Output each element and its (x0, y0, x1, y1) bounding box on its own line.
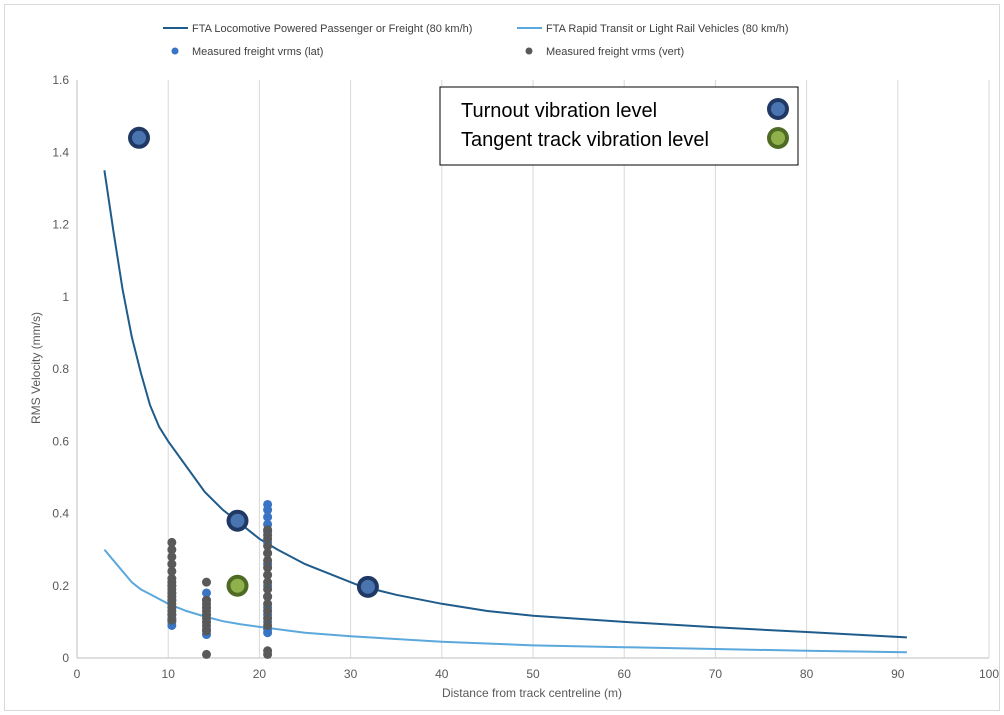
x-tick-label: 10 (162, 667, 176, 681)
y-tick-label: 1.4 (52, 145, 69, 159)
turnout-marker (230, 513, 245, 528)
legend-swatch-vert (525, 47, 533, 55)
scatter-points (167, 499, 273, 659)
data-point-series-3 (202, 649, 212, 659)
legend-label-lat: Measured freight vrms (lat) (192, 46, 323, 58)
data-point-series-3 (202, 577, 212, 587)
annotation-label-tangent: Tangent track vibration level (461, 129, 709, 151)
data-point-series-3 (167, 552, 177, 562)
legend-swatch-lat (171, 47, 179, 55)
x-tick-label: 40 (435, 667, 449, 681)
legend: FTA Locomotive Powered Passenger or Frei… (163, 23, 789, 58)
y-tick-label: 0.2 (52, 579, 69, 593)
x-tick-label: 70 (709, 667, 723, 681)
y-tick-label: 0.8 (52, 362, 69, 376)
annotation-box: Turnout vibration level Tangent track vi… (439, 86, 799, 166)
turnout-marker (360, 579, 375, 594)
data-point-series-3 (263, 584, 273, 594)
data-point-series-3 (263, 541, 273, 551)
data-point-series-3 (263, 620, 273, 630)
annotation-label-turnout: Turnout vibration level (461, 100, 657, 122)
y-tick-label: 1 (62, 290, 69, 304)
turnout-marker (132, 130, 147, 145)
y-tick-label: 0.6 (52, 434, 69, 448)
data-point-series-2 (202, 588, 212, 598)
data-point-series-3 (263, 606, 273, 616)
data-point-series-3 (263, 555, 273, 565)
x-tick-label: 90 (891, 667, 905, 681)
y-tick-label: 0 (62, 651, 69, 665)
annotation-marker-turnout (771, 102, 785, 116)
y-tick-label: 1.6 (52, 73, 69, 87)
legend-label-locomotive: FTA Locomotive Powered Passenger or Frei… (192, 23, 472, 35)
series-lines (103, 170, 907, 654)
data-point-series-3 (167, 545, 177, 555)
data-point-series-3 (263, 646, 273, 656)
data-point-series-2 (263, 512, 273, 522)
x-tick-label: 0 (74, 667, 81, 681)
y-axis-title: RMS Velocity (mm/s) (29, 312, 43, 424)
axes: 0 10 20 30 40 50 60 70 80 90 100 0 0.2 0.4 0.6 0.8 1 1.2 1… (52, 73, 999, 681)
data-point-series-2 (263, 499, 273, 509)
annotation-frame (439, 86, 799, 166)
data-point-series-3 (167, 559, 177, 569)
series-line-1 (103, 548, 907, 654)
data-point-series-3 (263, 548, 273, 558)
data-point-series-3 (263, 599, 273, 609)
annotation-marker-tangent (771, 131, 785, 145)
legend-label-vert: Measured freight vrms (vert) (546, 46, 684, 58)
x-tick-label: 80 (800, 667, 814, 681)
data-point-series-3 (263, 577, 273, 587)
y-tick-label: 0.4 (52, 507, 69, 521)
data-point-series-3 (263, 570, 273, 580)
data-point-series-3 (167, 537, 177, 547)
x-tick-label: 30 (344, 667, 358, 681)
x-tick-label: 100 (979, 667, 999, 681)
y-tick-label: 1.2 (52, 218, 69, 232)
data-point-series-3 (263, 613, 273, 623)
grid-lines (167, 80, 990, 658)
x-axis-title: Distance from track centreline (m) (442, 686, 622, 700)
series-line-0 (103, 170, 907, 639)
data-point-series-3 (263, 592, 273, 602)
data-point-series-3 (202, 595, 212, 605)
x-tick-label: 20 (253, 667, 267, 681)
data-point-series-3 (263, 525, 273, 535)
x-tick-label: 50 (526, 667, 540, 681)
data-point-series-3 (167, 566, 177, 576)
tangent-marker (230, 578, 245, 593)
x-tick-label: 60 (618, 667, 632, 681)
data-point-series-3 (263, 563, 273, 573)
legend-label-rapid-transit: FTA Rapid Transit or Light Rail Vehicles… (546, 23, 789, 35)
data-point-series-3 (167, 574, 177, 584)
highlight-markers (128, 126, 379, 598)
